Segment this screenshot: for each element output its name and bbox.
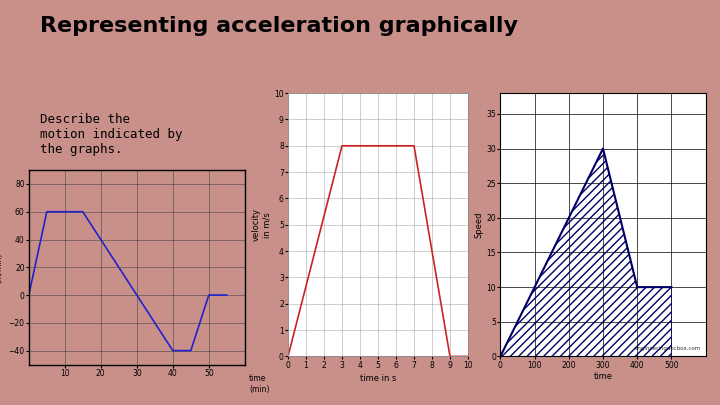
X-axis label: time: time <box>593 372 613 382</box>
Y-axis label: velocity
(m/min): velocity (m/min) <box>0 252 3 283</box>
Text: time
(min): time (min) <box>249 374 269 394</box>
X-axis label: time in s: time in s <box>360 374 396 383</box>
Text: Representing acceleration graphically: Representing acceleration graphically <box>40 16 518 36</box>
Text: engineeringdocbox.com: engineeringdocbox.com <box>635 346 701 351</box>
Y-axis label: velocity
in m/s: velocity in m/s <box>252 208 271 241</box>
Y-axis label: Speed: Speed <box>474 211 484 238</box>
Text: Describe the
motion indicated by
the graphs.: Describe the motion indicated by the gra… <box>40 113 182 156</box>
